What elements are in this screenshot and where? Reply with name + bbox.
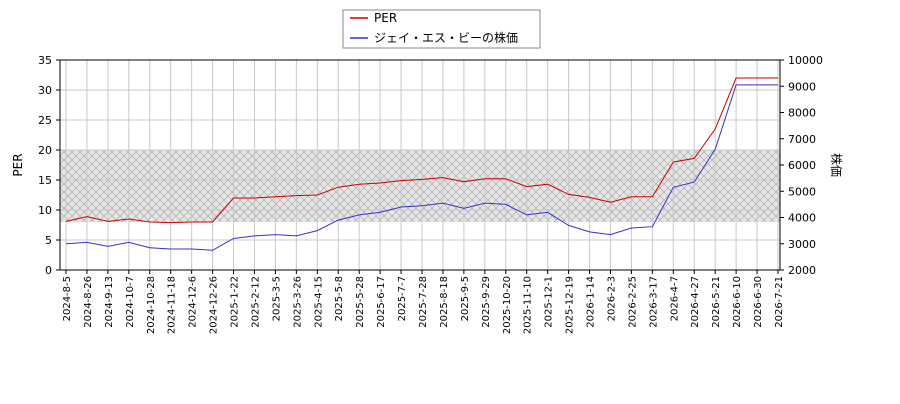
x-tick-label: 2025-3-26 [292,276,303,328]
x-tick-label: 2025-1-22 [230,276,241,328]
x-tick-label: 2026-6-30 [753,276,764,328]
legend: PER ジェイ・エス・ビーの株価 [342,9,541,49]
y-tick-label-left: 30 [38,84,52,97]
y-axis-right-label: 株価 [829,153,844,177]
y-tick-label-left: 35 [38,54,52,67]
x-tick-label: 2025-5-28 [355,276,366,328]
y-tick-label-right: 2000 [788,264,816,277]
y-tick-label-right: 10000 [788,54,823,67]
x-tick-label: 2025-9-29 [481,276,492,328]
x-tick-label: 2026-5-21 [711,276,722,328]
y-tick-label-right: 8000 [788,107,816,120]
y-tick-label-left: 25 [38,114,52,127]
x-tick-label: 2026-6-10 [732,276,743,328]
x-tick-label: 2024-10-7 [125,276,136,328]
legend-label-price: ジェイ・エス・ビーの株価 [374,30,518,45]
series-line-price [65,84,778,251]
x-tick-label: 2025-12-1 [544,276,555,328]
x-tick-label: 2026-4-7 [669,276,680,321]
legend-label-per: PER [374,11,397,25]
x-tick-label: 2025-7-28 [418,276,429,328]
x-tick-label: 2025-4-15 [313,276,324,328]
y-tick-label-right: 9000 [788,80,816,93]
y-tick-label-left: 15 [38,174,52,187]
x-tick-label: 2025-8-18 [439,276,450,328]
x-tick-label: 2025-11-10 [523,276,534,334]
shaded-band-hatch [60,150,780,222]
y-tick-label-left: 20 [38,144,52,157]
x-tick-label: 2024-10-28 [146,276,157,334]
y-tick-label-right: 7000 [788,133,816,146]
y-tick-label-left: 10 [38,204,52,217]
x-tick-label: 2026-3-17 [648,276,659,328]
x-tick-label: 2024-12-26 [209,276,220,334]
y-axis-left-label: PER [11,153,25,176]
x-tick-label: 2025-10-20 [502,276,513,334]
x-tick-label: 2026-4-27 [690,276,701,328]
x-tick-label: 2024-9-13 [104,276,115,328]
legend-box [342,9,541,49]
x-tick-label: 2026-2-25 [627,276,638,328]
x-tick-label: 2024-12-6 [188,276,199,328]
x-tick-label: 2025-12-19 [565,276,576,334]
x-tick-label: 2025-2-12 [250,276,261,328]
y-tick-label-right: 6000 [788,159,816,172]
x-tick-label: 2024-8-5 [62,276,73,321]
y-tick-label-left: 0 [45,264,52,277]
y-tick-label-right: 5000 [788,185,816,198]
y-tick-label-right: 3000 [788,238,816,251]
x-tick-label: 2025-6-17 [376,276,387,328]
y-tick-label-left: 5 [45,234,52,247]
plot-area: 0 5 10 15 20 25 30 35 2000 3000 4000 5000 6000 7000 80… [38,54,823,334]
y-tick-label-right: 4000 [788,212,816,225]
x-tick-label: 2024-8-26 [83,276,94,328]
x-tick-label: 2025-9-5 [460,276,471,321]
plot-frame [59,59,781,271]
x-tick-label: 2026-7-21 [774,276,785,328]
x-tick-label: 2025-3-5 [271,276,282,321]
x-tick-label: 2026-2-3 [606,276,617,321]
series-line-per [65,77,778,224]
x-tick-label: 2024-11-18 [167,276,178,334]
x-tick-label: 2025-5-8 [334,276,345,321]
x-tick-label: 2026-1-14 [586,276,597,328]
x-tick-label: 2025-7-7 [397,276,408,321]
